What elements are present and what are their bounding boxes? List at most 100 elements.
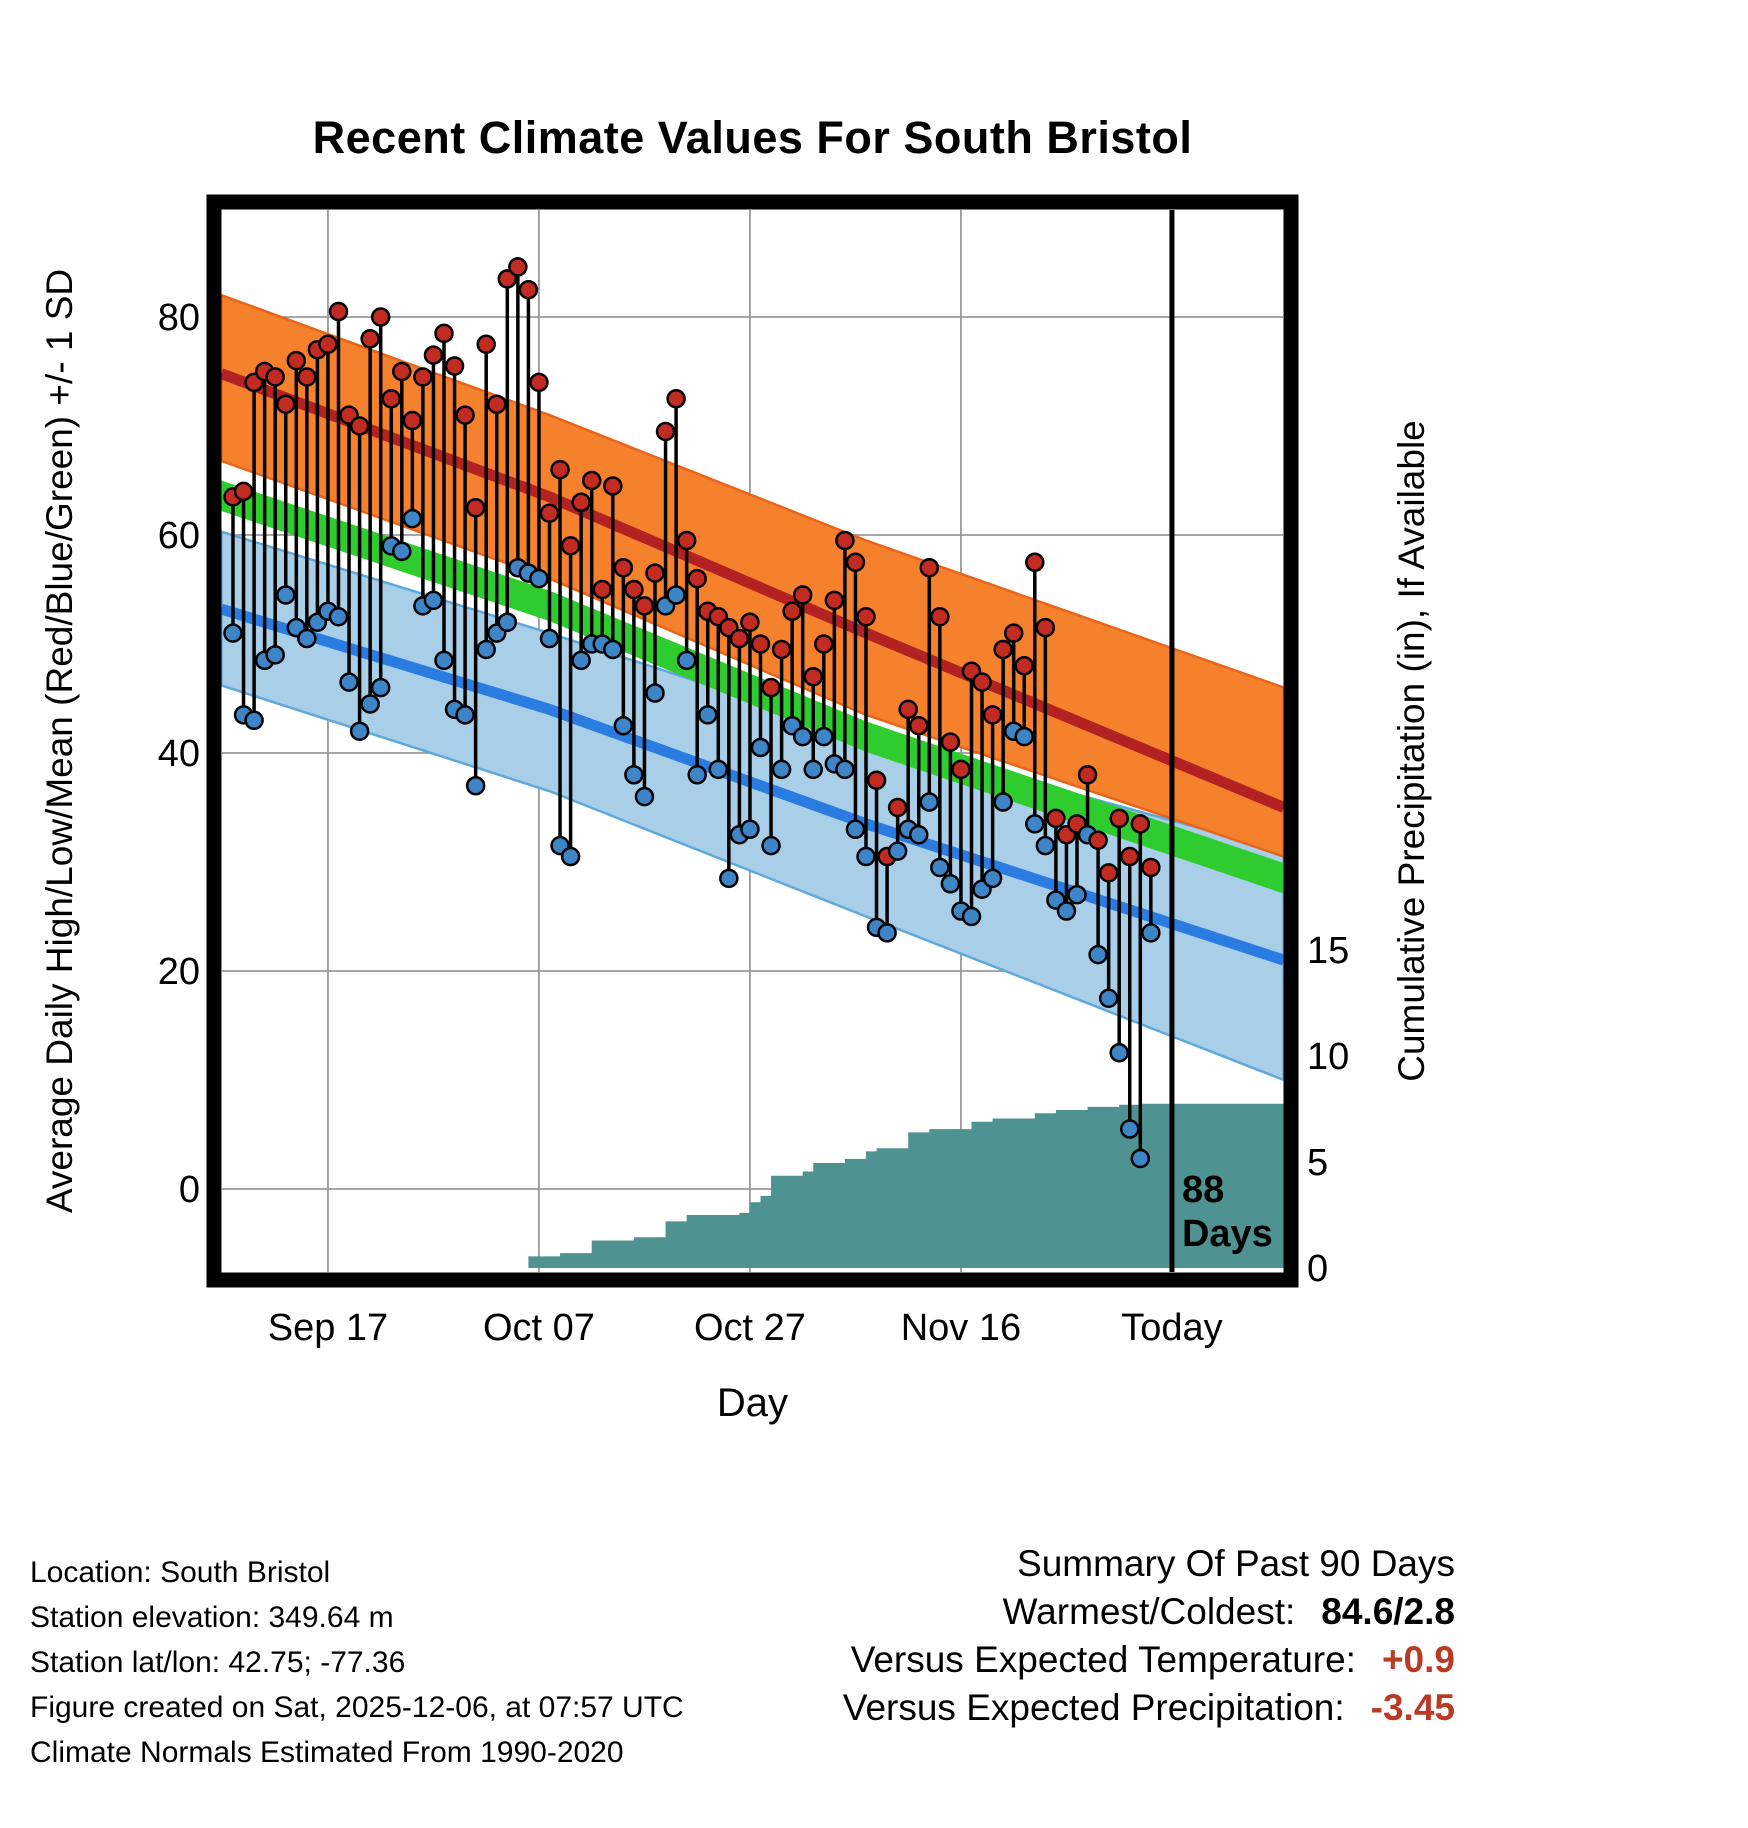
daily-low-dot [666,585,686,605]
daily-high-dot [276,394,296,414]
daily-high-dot [634,596,655,616]
station-latlon: Station lat/lon: 42.75; -77.36 [30,1646,406,1679]
precip-axis-tick-label: 10 [1307,1036,1349,1078]
daily-stems [223,257,1161,1169]
daily-low-dot [529,568,549,589]
daily-low-dot [645,683,665,703]
temp-axis-tick-label: 20 [158,951,200,993]
daily-high-dot [930,607,950,627]
figure-created: Figure created on Sat, 2025-12-06, at 07… [30,1691,684,1724]
climate-normals-note: Climate Normals Estimated From 1990-2020 [30,1736,624,1769]
daily-low-dot [909,825,929,845]
summary-value: +0.9 [1381,1639,1455,1680]
daily-low-dot [1067,884,1087,905]
daily-low-dot [982,868,1003,889]
daily-low-dot [339,672,359,692]
daily-low-dot [719,868,739,889]
daily-high-dot [898,699,918,720]
daily-high-dot [381,389,401,409]
x-axis-tick-label: Sep 17 [268,1307,388,1349]
temp-axis-tick-label: 0 [179,1169,200,1211]
summary-value: -3.45 [1370,1687,1455,1728]
x-axis-title: Day [717,1381,788,1425]
daily-high-dot [1141,857,1161,878]
daily-high-dot [1025,552,1045,572]
daily-high-dot [434,323,454,344]
daily-low-dot [328,607,349,627]
daily-low-dot [750,737,771,758]
daily-high-dot [360,329,380,349]
daily-high-dot [814,634,834,654]
summary-vs-precipitation: Versus Expected Precipitation: -3.45 [843,1684,1455,1732]
daily-high-dot [581,470,602,491]
station-elevation: Station elevation: 349.64 m [30,1601,394,1634]
daily-low-dot [1141,923,1161,943]
daily-low-dot [349,721,370,741]
daily-low-dot [1120,1119,1140,1139]
daily-high-dot [1046,808,1066,829]
precip-axis-title: Cumulative Precipitation (in), If Availa… [1391,420,1432,1082]
daily-high-dot [951,759,971,780]
x-axis-tick-label: Oct 07 [483,1307,595,1349]
days-count-label: Days [1182,1213,1273,1255]
daily-high-dot [624,579,644,600]
daily-high-dot [761,677,781,698]
daily-high-dot [444,356,465,376]
x-axis-tick-label: Oct 27 [694,1307,806,1349]
daily-low-dot [887,841,908,861]
daily-high-dot [1077,765,1098,785]
summary-label: Versus Expected Temperature: [850,1639,1356,1680]
daily-high-dot [1130,814,1151,834]
days-count-label: 88 [1182,1169,1224,1211]
precip-axis-tick-label: 5 [1307,1142,1328,1184]
daily-low-dot [961,906,982,927]
daily-low-dot [624,765,644,785]
daily-low-dot [370,677,391,698]
daily-high-dot [328,301,349,322]
daily-low-dot [497,612,518,632]
daily-low-dot [930,857,950,878]
daily-low-dot [792,726,813,747]
daily-low-dot [402,508,423,529]
daily-high-dot [792,585,813,605]
daily-low-dot [465,775,486,796]
daily-high-dot [318,334,338,354]
daily-low-dot [244,710,264,731]
daily-high-dot [1003,623,1024,643]
daily-high-dot [370,307,391,327]
daily-high-dot [1109,808,1129,829]
daily-high-dot [349,416,370,436]
daily-low-dot [1025,814,1045,834]
daily-high-dot [909,716,929,736]
daily-high-dot [845,552,866,572]
daily-low-dot [771,759,792,780]
daily-high-dot [455,405,475,425]
daily-high-dot [1014,656,1034,676]
daily-low-dot [698,705,718,725]
daily-low-dot [1088,944,1108,965]
cumulative-precip-area [528,1103,1284,1268]
temp-axis-tick-label: 60 [158,515,200,557]
daily-high-dot [771,639,792,660]
daily-low-dot [845,819,866,840]
daily-high-dot [1088,830,1108,850]
daily-high-dot [687,568,707,589]
daily-low-dot [919,792,940,812]
daily-low-dot [856,846,876,867]
daily-low-dot [708,759,729,780]
summary-label: Warmest/Coldest: [1002,1591,1296,1632]
daily-low-dot [1014,726,1034,747]
daily-high-dot [413,367,433,387]
daily-high-dot [539,503,560,523]
daily-high-dot [782,601,802,622]
daily-low-dot [814,726,834,747]
daily-low-dot [603,639,623,660]
chart-title: Recent Climate Values For South Bristol [312,112,1193,163]
daily-low-dot [676,650,697,671]
station-info: Location: South Bristol Station elevatio… [30,1550,684,1775]
daily-high-dot [856,607,876,627]
daily-low-dot [434,650,454,671]
daily-low-dot [297,628,317,649]
daily-low-dot [761,835,781,856]
